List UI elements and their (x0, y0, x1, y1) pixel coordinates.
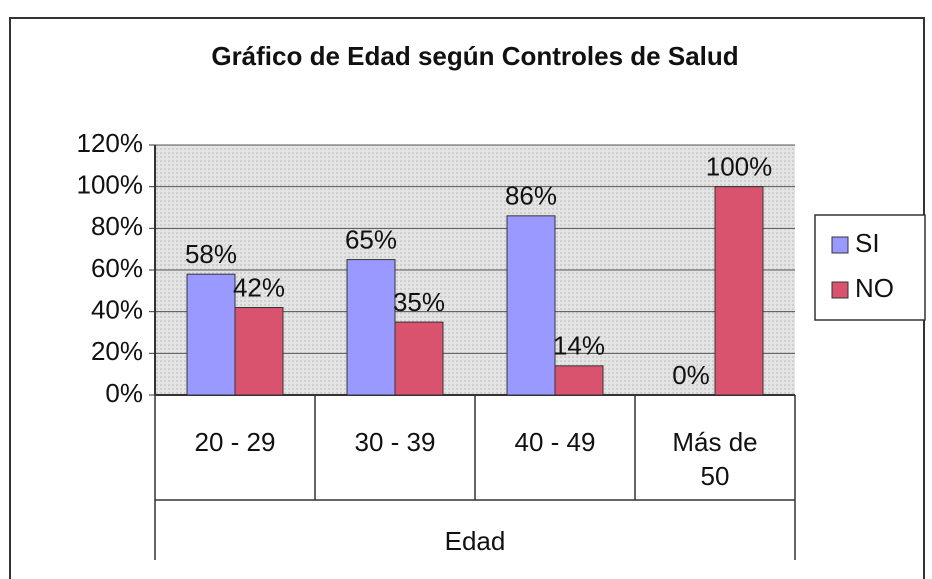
legend-label: NO (855, 273, 894, 303)
value-label: 14% (553, 331, 605, 361)
bar (186, 273, 236, 396)
x-tick-label: 20 - 29 (194, 427, 276, 457)
bar (346, 259, 396, 396)
y-tick-label: 0% (105, 378, 143, 408)
y-tick-label: 40% (91, 295, 143, 325)
bar (714, 186, 764, 396)
y-tick-label: 20% (91, 336, 143, 366)
bar (506, 215, 556, 396)
y-tick-label: 100% (77, 170, 144, 200)
y-tick-label: 80% (91, 211, 143, 241)
bar (234, 307, 284, 396)
bar (394, 321, 444, 396)
value-label: 0% (672, 360, 710, 390)
value-label: 86% (505, 181, 557, 211)
legend-swatch (831, 281, 849, 299)
value-label: 35% (393, 287, 445, 317)
bar (554, 365, 604, 396)
x-tick-label: 30 - 39 (354, 427, 436, 457)
x-tick-label: 40 - 49 (514, 427, 596, 457)
value-label: 65% (345, 224, 397, 254)
value-label: 58% (185, 239, 237, 269)
legend-label: SI (855, 228, 880, 258)
x-tick-label: Más de 50 (672, 427, 758, 491)
x-axis-label: Edad (445, 526, 506, 556)
y-tick-label: 60% (91, 253, 143, 283)
chart-title: Gráfico de Edad según Controles de Salud (211, 41, 738, 71)
legend-box (814, 214, 926, 321)
value-label: 42% (233, 272, 285, 302)
legend-swatch (831, 236, 849, 254)
y-tick-label: 120% (77, 128, 144, 158)
value-label: 100% (706, 152, 773, 182)
